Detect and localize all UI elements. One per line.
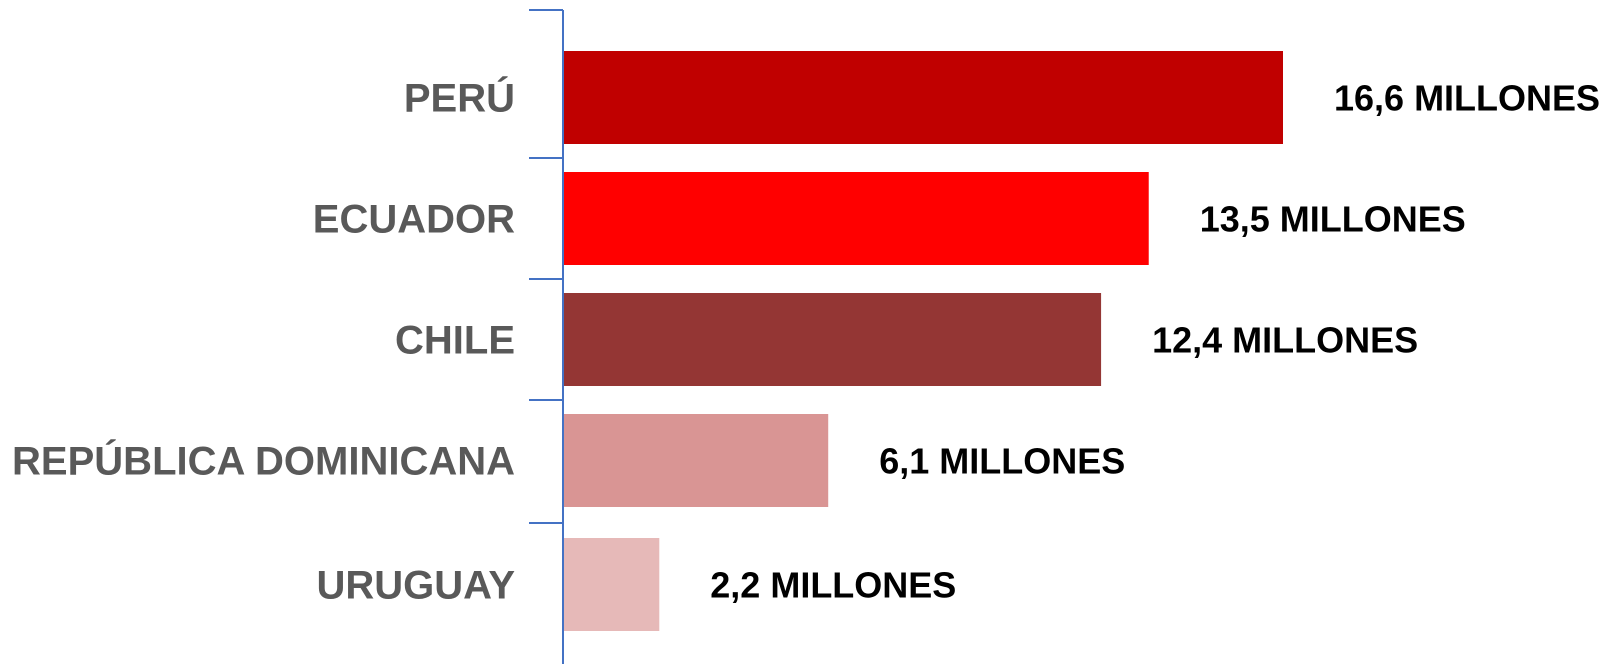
category-label: URUGUAY bbox=[316, 564, 515, 608]
value-label: 13,5 MILLONES bbox=[1200, 199, 1466, 240]
bar-1 bbox=[564, 51, 1283, 144]
bar-5 bbox=[564, 538, 660, 631]
value-label: 12,4 MILLONES bbox=[1152, 320, 1418, 361]
category-label: REPÚBLICA DOMINICANA bbox=[12, 438, 515, 484]
y-axis bbox=[529, 9, 564, 664]
category-labels: PERÚ ECUADOR CHILE REPÚBLICA DOMINICANA URUG… bbox=[12, 75, 515, 608]
bar-2 bbox=[564, 172, 1149, 265]
bar-3 bbox=[564, 293, 1102, 386]
value-label: 6,1 MILLONES bbox=[879, 441, 1125, 482]
value-labels: 16,6 MILLONES 13,5 MILLONES 12,4 MILLONES 6… bbox=[710, 78, 1600, 606]
value-label: 16,6 MILLONES bbox=[1334, 78, 1600, 119]
category-label: CHILE bbox=[395, 319, 515, 363]
bar-4 bbox=[564, 414, 829, 507]
category-label: PERÚ bbox=[404, 75, 515, 121]
category-label: ECUADOR bbox=[313, 198, 515, 242]
value-label: 2,2 MILLONES bbox=[710, 565, 956, 606]
bars bbox=[564, 51, 1283, 631]
